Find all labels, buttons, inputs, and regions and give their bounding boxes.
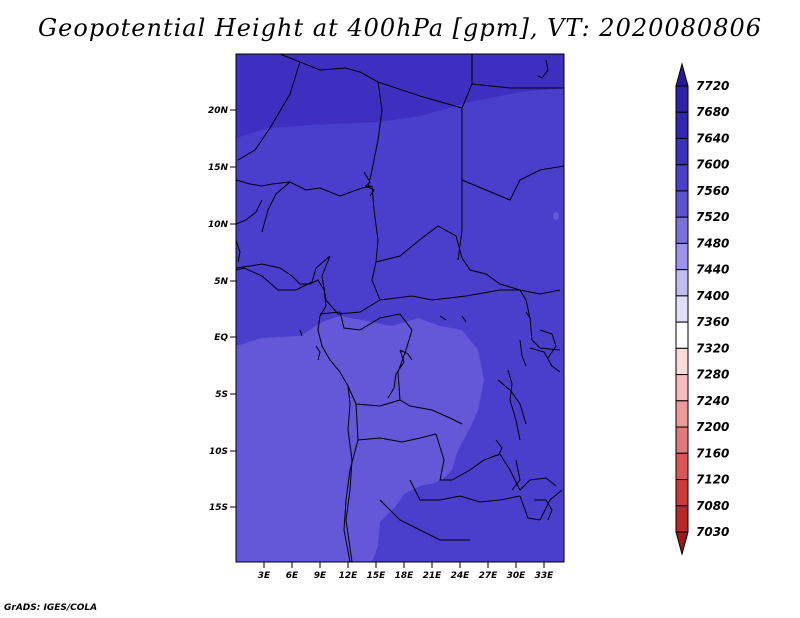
map-frame [235,53,565,563]
colorbar-label: 7720 [696,79,729,93]
band-7640-north [236,54,564,138]
colorbar-label: 7480 [696,236,729,250]
colorbar-label: 7400 [696,289,729,303]
lat-label-5n: 5N [214,277,228,287]
colorbar-label: 7440 [696,263,729,277]
contour-fill [236,54,564,562]
colorbar-swatch [675,216,689,244]
colorbar-label: 7320 [696,341,729,355]
colorbar-label: 7030 [696,525,729,539]
colorbar-swatch [675,374,689,402]
lon-label-18e: 18E [395,571,415,581]
colorbar-swatch [675,479,689,507]
grads-credit: GrADS: IGES/COLA [4,603,98,613]
lat-label-20n: 20N [208,106,229,116]
lon-label-3e: 3E [258,571,271,581]
chart-title: Geopotential Height at 400hPa [gpm], VT:… [38,14,762,42]
colorbar-label: 7560 [696,184,729,198]
country-borders [236,54,564,562]
lon-label-24e: 24E [451,571,471,581]
colorbar-bottom-arrow [675,531,689,556]
lat-label-10n: 10N [208,220,229,230]
colorbar-swatch [675,137,689,166]
colorbar-swatch [675,400,689,428]
colorbar-label: 7680 [696,105,729,119]
colorbar-swatch [675,190,689,218]
lat-label-eq: EQ [214,333,228,343]
blob-7560-2 [553,212,559,220]
lat-label-5s: 5S [215,390,228,400]
colorbar-label: 7520 [696,210,729,224]
colorbar-label: 7280 [696,368,729,382]
colorbar-swatch [675,269,689,297]
lon-label-33e: 33E [535,571,555,581]
colorbar-label: 7360 [696,315,729,329]
lon-label-12e: 12E [339,571,359,581]
lon-label-27e: 27E [479,571,499,581]
lat-axis: 20N 15N 10N 5N EQ 5S 10S 15S [208,106,236,513]
colorbar-swatch [675,347,689,376]
colorbar-swatch [675,242,689,271]
colorbar-label: 7160 [696,446,729,460]
colorbar-swatch [675,321,689,349]
band-7600-southeast [382,466,522,562]
colorbar-swatch [675,505,689,533]
colorbar-label: 7080 [696,499,729,513]
coastlines [236,59,557,562]
lat-label-15s: 15S [209,503,228,513]
lon-label-6e: 6E [286,571,299,581]
colorbar-swatch [675,295,689,323]
colorbar: 7720 7680 7640 7600 7560 7520 7480 7440 7400 7360… [675,62,729,556]
lon-label-21e: 21E [423,571,443,581]
lon-axis: 3E 6E 9E 12E 15E 18E 21E 24E 27E 30E 33E [258,562,554,581]
lon-label-30e: 30E [507,571,527,581]
colorbar-top-arrow [675,62,689,87]
colorbar-swatch [675,426,689,454]
band-7560-south [236,316,484,562]
colorbar-label: 7640 [696,131,729,145]
colorbar-label: 7200 [696,420,729,434]
colorbar-swatch [675,111,689,139]
colorbar-label: 7120 [696,473,729,487]
lon-label-15e: 15E [367,571,387,581]
colorbar-label: 7600 [696,158,729,172]
colorbar-label: 7240 [696,394,729,408]
colorbar-swatch [675,85,689,113]
lon-label-9e: 9E [314,571,327,581]
colorbar-swatch [675,452,689,481]
lat-label-10s: 10S [209,447,228,457]
lat-label-15n: 15N [208,163,229,173]
blob-7560-1 [258,433,266,439]
colorbar-swatch [675,164,689,192]
